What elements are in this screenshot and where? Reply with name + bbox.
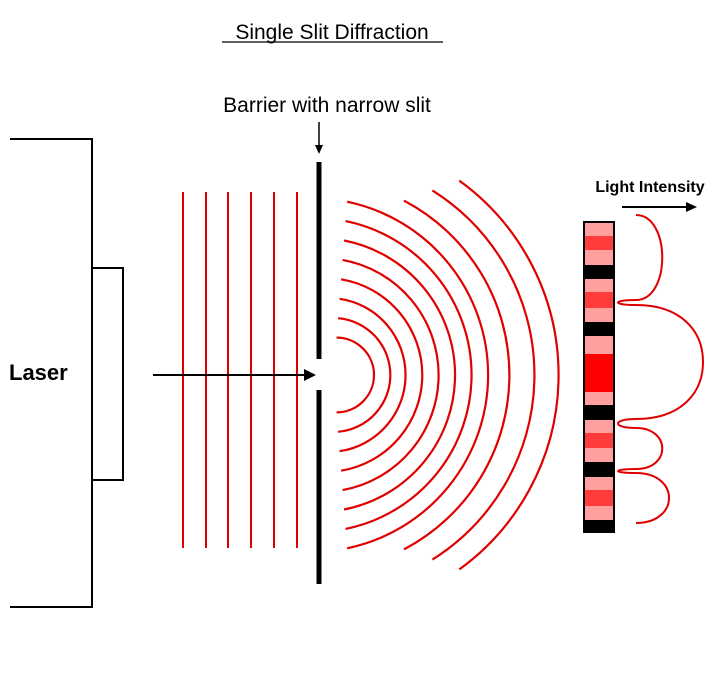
fringe-band	[584, 462, 614, 477]
fringe-band	[584, 308, 614, 322]
laser-aperture	[91, 267, 124, 481]
diffracted-wavefront	[403, 199, 511, 551]
fringe-band	[584, 392, 614, 405]
barrier-label: Barrier with narrow slit	[223, 94, 431, 117]
fringe-screen-frame	[583, 221, 615, 533]
barrier-label-arrow-head	[315, 145, 323, 154]
diffracted-wavefront	[339, 297, 407, 453]
diffracted-wavefront	[431, 189, 536, 561]
diffracted-wavefront	[340, 278, 424, 472]
fringe-band	[584, 279, 614, 292]
fringe-band	[584, 433, 614, 448]
intensity-curve	[617, 214, 705, 524]
fringe-band	[584, 520, 614, 532]
diffracted-wavefront	[342, 258, 440, 492]
diffracted-wavefront	[343, 239, 457, 511]
diffracted-wavefronts	[336, 179, 560, 571]
laser-label: Laser	[9, 360, 68, 385]
fringe-band	[584, 292, 614, 308]
fringe-band	[584, 222, 614, 236]
diffracted-wavefront	[346, 200, 490, 550]
fringe-band	[584, 490, 614, 506]
diffracted-wavefront	[336, 336, 376, 414]
fringe-band	[584, 506, 614, 520]
intensity-arrow-head	[686, 202, 697, 212]
beam-arrow-head	[304, 369, 316, 381]
fringe-band	[584, 236, 614, 250]
fringe-screen	[583, 221, 615, 533]
fringe-band	[584, 448, 614, 462]
intensity-label: Light Intensity	[595, 179, 704, 196]
fringe-band	[584, 265, 614, 279]
fringe-band	[584, 354, 614, 392]
diagram-title: Single Slit Diffraction	[235, 21, 428, 44]
diffracted-wavefront	[338, 317, 392, 433]
fringe-band	[584, 420, 614, 433]
fringe-band	[584, 477, 614, 490]
plane-wavefronts	[182, 192, 298, 548]
fringe-band	[584, 322, 614, 336]
fringe-band	[584, 405, 614, 420]
diffracted-wavefront	[345, 220, 473, 530]
diffracted-wavefront	[458, 179, 560, 571]
fringe-band	[584, 336, 614, 354]
fringe-band	[584, 250, 614, 265]
